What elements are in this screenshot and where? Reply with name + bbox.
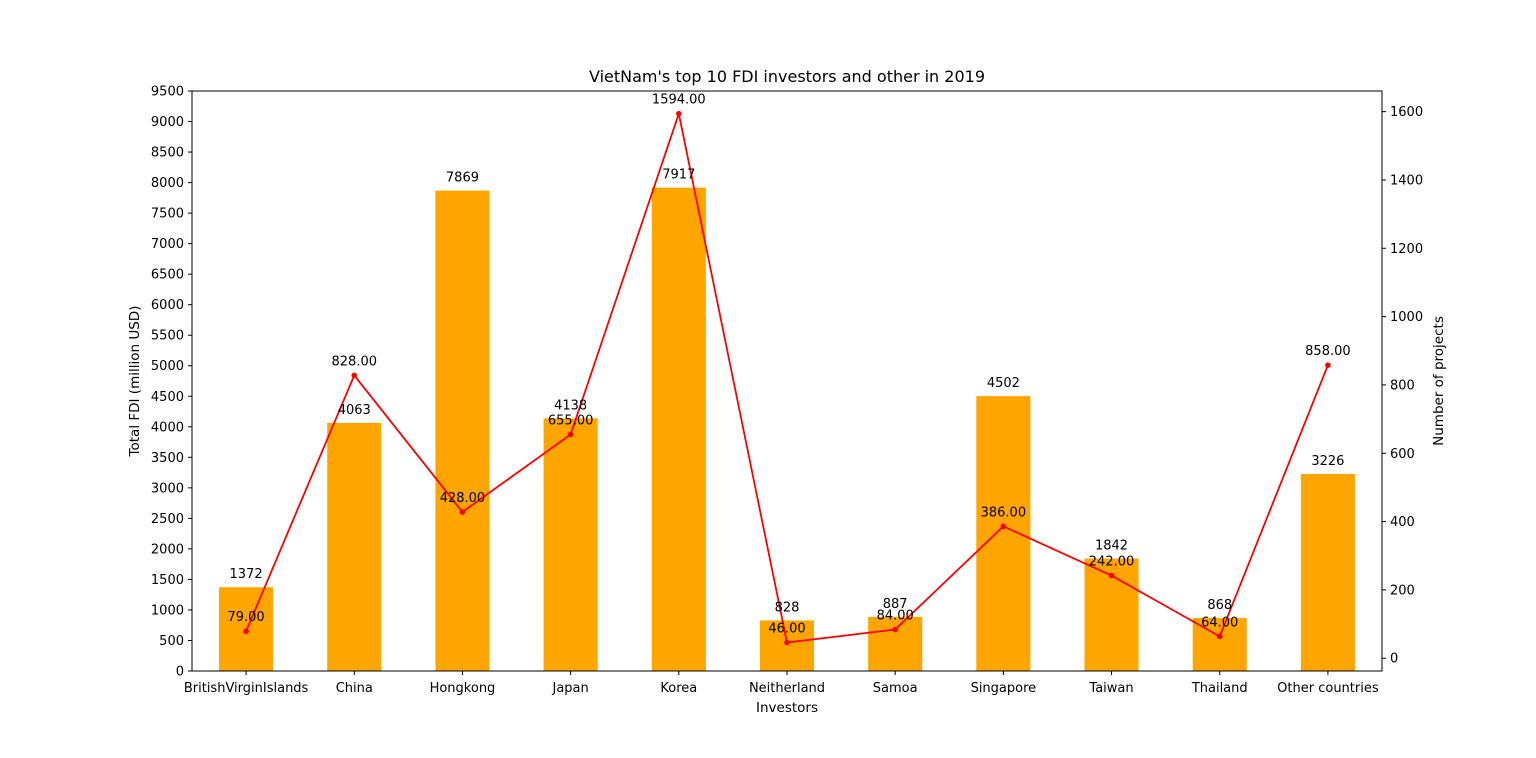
projects-point (1216, 633, 1223, 640)
bar-data-label: 1842 (1095, 539, 1128, 554)
y-tick-label: 8000 (151, 176, 184, 191)
x-tick-label: BritishVirginIslands (184, 681, 309, 696)
projects-point (1000, 523, 1007, 530)
y-tick-label: 5500 (151, 329, 184, 344)
projects-point (459, 509, 466, 515)
y2-tick-label: 800 (1390, 378, 1415, 393)
bar-data-label: 3226 (1311, 454, 1344, 469)
y2-tick-label: 1200 (1390, 242, 1423, 257)
line-data-label: 386.00 (981, 505, 1027, 520)
y-tick-label: 9500 (151, 85, 184, 100)
y2-tick-label: 200 (1390, 583, 1415, 598)
bar-data-label: 868 (1207, 598, 1232, 613)
y2-tick-label: 1400 (1390, 173, 1423, 188)
y-tick-label: 7500 (151, 207, 184, 222)
y-tick-label: 0 (176, 665, 184, 680)
projects-line (245, 110, 1329, 644)
y-tick-label: 4500 (151, 390, 184, 405)
y-tick-label: 3500 (151, 451, 184, 466)
y-tick-label: 5000 (151, 359, 184, 374)
line-data-label: 828.00 (332, 354, 378, 369)
bar-data-label: 4063 (338, 403, 371, 418)
line-data-label: 655.00 (548, 413, 594, 428)
bar-data-label: 828 (775, 600, 800, 615)
x-tick-label: Other countries (1277, 681, 1379, 696)
plot-area: 0500100015002000250030003500400045005000… (151, 85, 1423, 697)
y2-tick-label: 1600 (1390, 105, 1423, 120)
bar (435, 190, 490, 671)
x-tick-label: Neitherland (749, 681, 825, 696)
line-data-label: 79.00 (227, 610, 264, 625)
bar (651, 187, 706, 672)
y2-tick-label: 0 (1390, 652, 1398, 667)
y2-tick-label: 600 (1390, 447, 1415, 462)
x-tick-label: Hongkong (430, 681, 496, 696)
line-data-label: 84.00 (877, 609, 914, 624)
line-data-label: 46.00 (768, 622, 805, 637)
bar (543, 418, 598, 671)
projects-point (676, 110, 682, 117)
y-tick-label: 6500 (151, 268, 184, 283)
chart-title: VietNam's top 10 FDI investors and other… (589, 67, 985, 86)
y-tick-label: 8500 (151, 146, 184, 161)
projects-point (243, 628, 249, 635)
bar-data-label: 7917 (662, 168, 695, 183)
bar (327, 422, 382, 671)
projects-point (567, 431, 574, 438)
x-tick-label: China (336, 681, 373, 696)
bar-data-label: 4502 (987, 376, 1020, 391)
bar-data-label: 4138 (554, 398, 587, 413)
bar (868, 616, 923, 671)
y2-tick-label: 400 (1390, 515, 1415, 530)
line-data-label: 1594.00 (652, 93, 706, 108)
x-tick-label: Thailand (1191, 681, 1248, 696)
projects-point (351, 372, 358, 379)
line-data-label: 64.00 (1201, 615, 1238, 630)
y2-tick-label: 1000 (1390, 310, 1423, 325)
y-tick-label: 7000 (151, 237, 184, 252)
x-tick-label: Korea (660, 681, 697, 696)
x-tick-label: Taiwan (1088, 681, 1133, 696)
x-tick-label: Singapore (971, 681, 1037, 696)
x-tick-label: Japan (552, 681, 589, 696)
bar-data-label: 1372 (230, 567, 263, 582)
x-tick-label: Samoa (873, 681, 918, 696)
bar (759, 620, 815, 671)
projects-point (892, 626, 898, 633)
line-data-label: 242.00 (1089, 555, 1135, 570)
y-axis-label: Total FDI (million USD) (127, 306, 143, 458)
y-tick-label: 9000 (151, 115, 184, 130)
y-tick-label: 3000 (151, 481, 184, 496)
y-tick-label: 500 (159, 634, 184, 649)
x-axis-label: Investors (756, 700, 818, 716)
y-tick-label: 1500 (151, 573, 184, 588)
y-tick-label: 2500 (151, 512, 184, 527)
bar (976, 396, 1031, 671)
bar (1300, 474, 1355, 671)
line-data-label: 428.00 (440, 491, 486, 506)
line-data-label: 858.00 (1305, 344, 1351, 359)
y2-axis-label: Number of projects (1431, 316, 1447, 446)
projects-point (784, 639, 790, 646)
y-tick-label: 1000 (151, 603, 184, 618)
y-tick-label: 6000 (151, 298, 184, 313)
bar-data-label: 887 (883, 597, 908, 612)
bar-data-label: 7869 (446, 171, 479, 186)
projects-point (1325, 362, 1331, 368)
projects-point (1108, 572, 1115, 579)
y-tick-label: 4000 (151, 420, 184, 435)
y-tick-label: 2000 (151, 542, 184, 557)
